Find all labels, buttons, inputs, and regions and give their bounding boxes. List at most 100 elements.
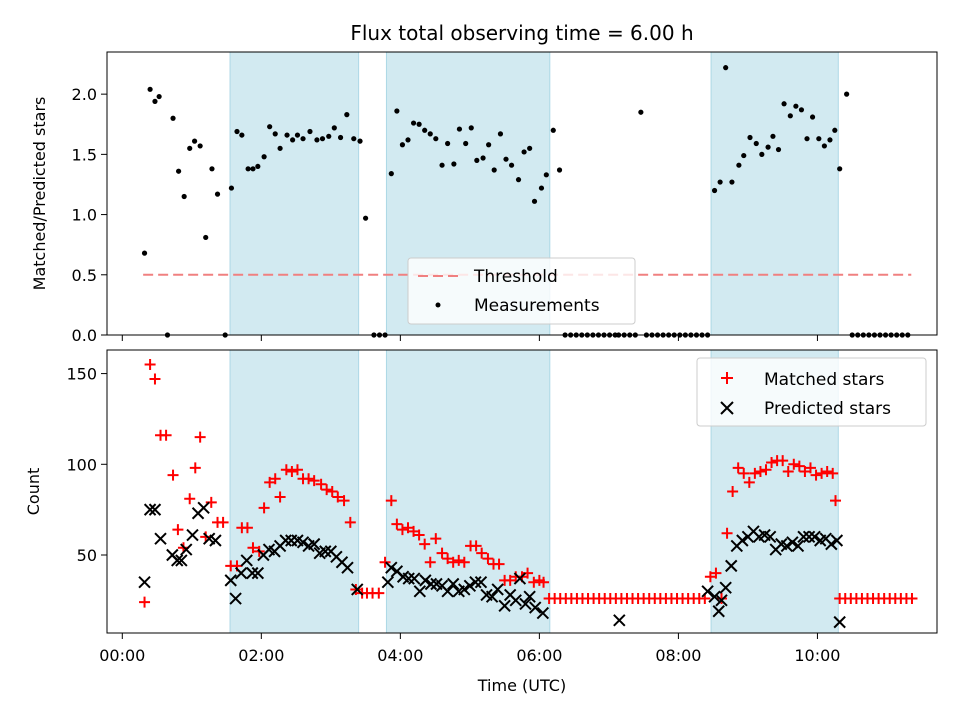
predicted-star-point (474, 575, 488, 589)
matched-star-point (315, 478, 327, 490)
measurement-point (399, 142, 406, 148)
measurement-point (474, 157, 480, 163)
measurement-point (538, 185, 545, 191)
measurement-point (844, 91, 850, 97)
matched-star-point (332, 491, 344, 503)
measurement-point (209, 166, 215, 172)
measurement-point (307, 128, 313, 135)
predicted-star-point (523, 590, 536, 603)
ratio-y-tick-label: 0.5 (72, 266, 97, 285)
predicted-star-point (413, 585, 427, 598)
predicted-star-point (715, 594, 728, 607)
predicted-star-point (186, 528, 199, 542)
predicted-star-point (485, 590, 499, 603)
matched-star-point (782, 466, 794, 478)
matched-star-point (738, 467, 750, 479)
observing-window (385, 349, 551, 634)
predicted-star-point (463, 579, 477, 593)
measurement-point (445, 140, 451, 147)
matched-star-point (205, 496, 217, 508)
matched-star-point (172, 524, 184, 536)
matched-star-point (470, 540, 482, 552)
measurement-point (234, 128, 240, 135)
measurement-point (550, 127, 556, 133)
matched-star-point (184, 493, 196, 505)
measurement-point (804, 136, 810, 142)
matched-star-point (308, 475, 320, 487)
predicted-star-point (385, 561, 398, 574)
predicted-star-point (536, 606, 550, 620)
legend-matched-swatch (721, 372, 733, 384)
ratio-legend: Threshold Measurements (407, 257, 636, 325)
matched-star-point (344, 516, 356, 528)
predicted-star-point (408, 572, 421, 585)
predicted-star-point (509, 594, 522, 607)
predicted-star-point (296, 536, 310, 549)
matched-star-point (167, 469, 179, 481)
matched-star-point (160, 429, 172, 441)
measurement-point (300, 136, 306, 142)
measurement-point (711, 187, 718, 194)
measurement-point (809, 114, 816, 120)
predicted-star-point (446, 577, 460, 591)
predicted-star-point (441, 585, 454, 598)
legend-matched-label: Matched stars (764, 370, 884, 390)
matched-star-point (749, 467, 761, 479)
predicted-star-point (458, 583, 471, 596)
predicted-star-point (513, 572, 527, 585)
predicted-star-point (725, 559, 738, 573)
x-tick-label: 06:00 (516, 646, 562, 665)
measurement-point (357, 138, 363, 144)
predicted-star-point (808, 530, 821, 544)
predicted-star-point (175, 554, 188, 567)
measurement-point (527, 145, 533, 151)
measurement-point (427, 131, 433, 137)
measurement-point (250, 166, 256, 172)
predicted-star-point (830, 534, 844, 547)
matched-star-point (816, 467, 828, 479)
measurement-point (331, 125, 337, 131)
matched-star-point (906, 593, 918, 605)
measurement-point (416, 121, 422, 127)
ratio-y-axis: 0.0 0.5 1.0 1.5 2.0 (72, 85, 107, 345)
ratio-plot-frame (106, 51, 938, 336)
ratio-y-axis-label: Matched/Predicted stars (30, 97, 49, 291)
measurement-point (816, 136, 822, 142)
matched-star-point (799, 466, 811, 478)
matched-star-point (704, 571, 716, 583)
predicted-star-point (780, 539, 794, 553)
matched-star-point (413, 529, 425, 541)
matched-star-point (194, 431, 206, 443)
measurement-point (821, 143, 827, 149)
matched-star-point (321, 484, 333, 496)
measurement-point (267, 124, 273, 130)
matched-star-point (391, 518, 403, 530)
measurement-point (410, 120, 417, 126)
predicted-star-point (402, 572, 415, 585)
measurement-point (451, 161, 457, 167)
predicted-star-point (138, 575, 151, 589)
matched-star-point (200, 531, 212, 543)
measurement-point (156, 93, 162, 100)
predicted-star-point (519, 597, 532, 611)
measurement-point (141, 250, 148, 256)
legend-measurements-label: Measurements (474, 296, 600, 316)
legend-predicted-label: Predicted stars (764, 399, 891, 419)
predicted-star-point (246, 566, 259, 580)
count-y-tick-label: 100 (66, 455, 97, 474)
matched-star-point (453, 554, 465, 566)
matched-star-point (139, 596, 151, 608)
measurement-point (152, 98, 158, 104)
observing-window (710, 51, 839, 336)
predicted-star-point (307, 537, 321, 551)
measurement-point (277, 145, 283, 151)
measurement-point (362, 215, 369, 221)
measurement-point (827, 137, 833, 143)
measurement-point (405, 137, 411, 143)
predicted-star-point (802, 530, 816, 544)
count-y-axis: 50 100 150 (66, 365, 107, 565)
measurement-point (388, 171, 394, 177)
count-plot-frame (106, 349, 938, 634)
predicted-star-point (341, 561, 354, 574)
